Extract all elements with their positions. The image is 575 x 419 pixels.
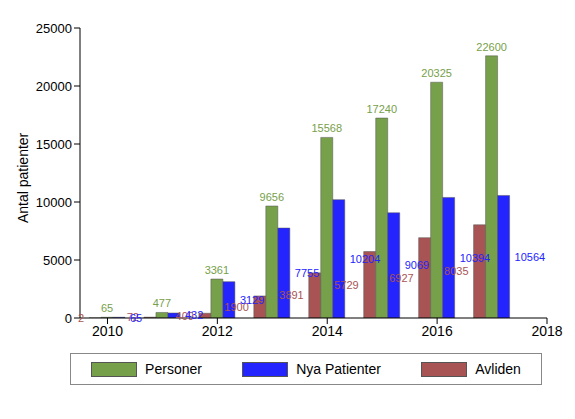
svg-text:20325: 20325	[421, 67, 452, 79]
svg-text:2010: 2010	[92, 323, 123, 339]
html-text:Avliden: Avliden	[475, 361, 521, 377]
svg-text:5000: 5000	[43, 253, 72, 268]
svg-text:5729: 5729	[334, 279, 358, 291]
svg-text:477: 477	[153, 297, 171, 309]
svg-text:3129: 3129	[240, 294, 264, 306]
svg-text:6927: 6927	[389, 272, 413, 284]
svg-text:3891: 3891	[279, 289, 303, 301]
svg-text:10204: 10204	[350, 253, 381, 265]
svg-text:25000: 25000	[36, 21, 72, 36]
svg-text:9069: 9069	[405, 259, 429, 271]
svg-text:10000: 10000	[36, 195, 72, 210]
svg-text:17240: 17240	[366, 103, 397, 115]
svg-text:Antal patienter: Antal patienter	[15, 132, 31, 223]
svg-text:7755: 7755	[295, 267, 319, 279]
svg-text:2016: 2016	[422, 323, 453, 339]
svg-text:10394: 10394	[460, 252, 491, 264]
svg-text:8035: 8035	[444, 265, 468, 277]
svg-text:2018: 2018	[531, 323, 562, 339]
svg-text:22600: 22600	[476, 41, 507, 53]
html-text:Nya Patienter: Nya Patienter	[296, 361, 381, 377]
svg-text:2014: 2014	[312, 323, 343, 339]
svg-text:20000: 20000	[36, 79, 72, 94]
svg-text:1900: 1900	[224, 300, 249, 313]
svg-text:0: 0	[65, 311, 72, 326]
svg-text:432: 432	[185, 309, 203, 321]
svg-text:15568: 15568	[311, 122, 342, 134]
svg-text:2: 2	[78, 312, 84, 324]
svg-text:15000: 15000	[36, 137, 72, 152]
svg-text:9656: 9656	[260, 191, 284, 203]
html-text:Personer: Personer	[145, 361, 202, 377]
svg-text:2012: 2012	[202, 323, 233, 339]
svg-text:10564: 10564	[515, 251, 546, 263]
svg-text:3361: 3361	[205, 264, 229, 276]
svg-text:65: 65	[101, 302, 113, 314]
svg-text:65: 65	[130, 312, 142, 324]
